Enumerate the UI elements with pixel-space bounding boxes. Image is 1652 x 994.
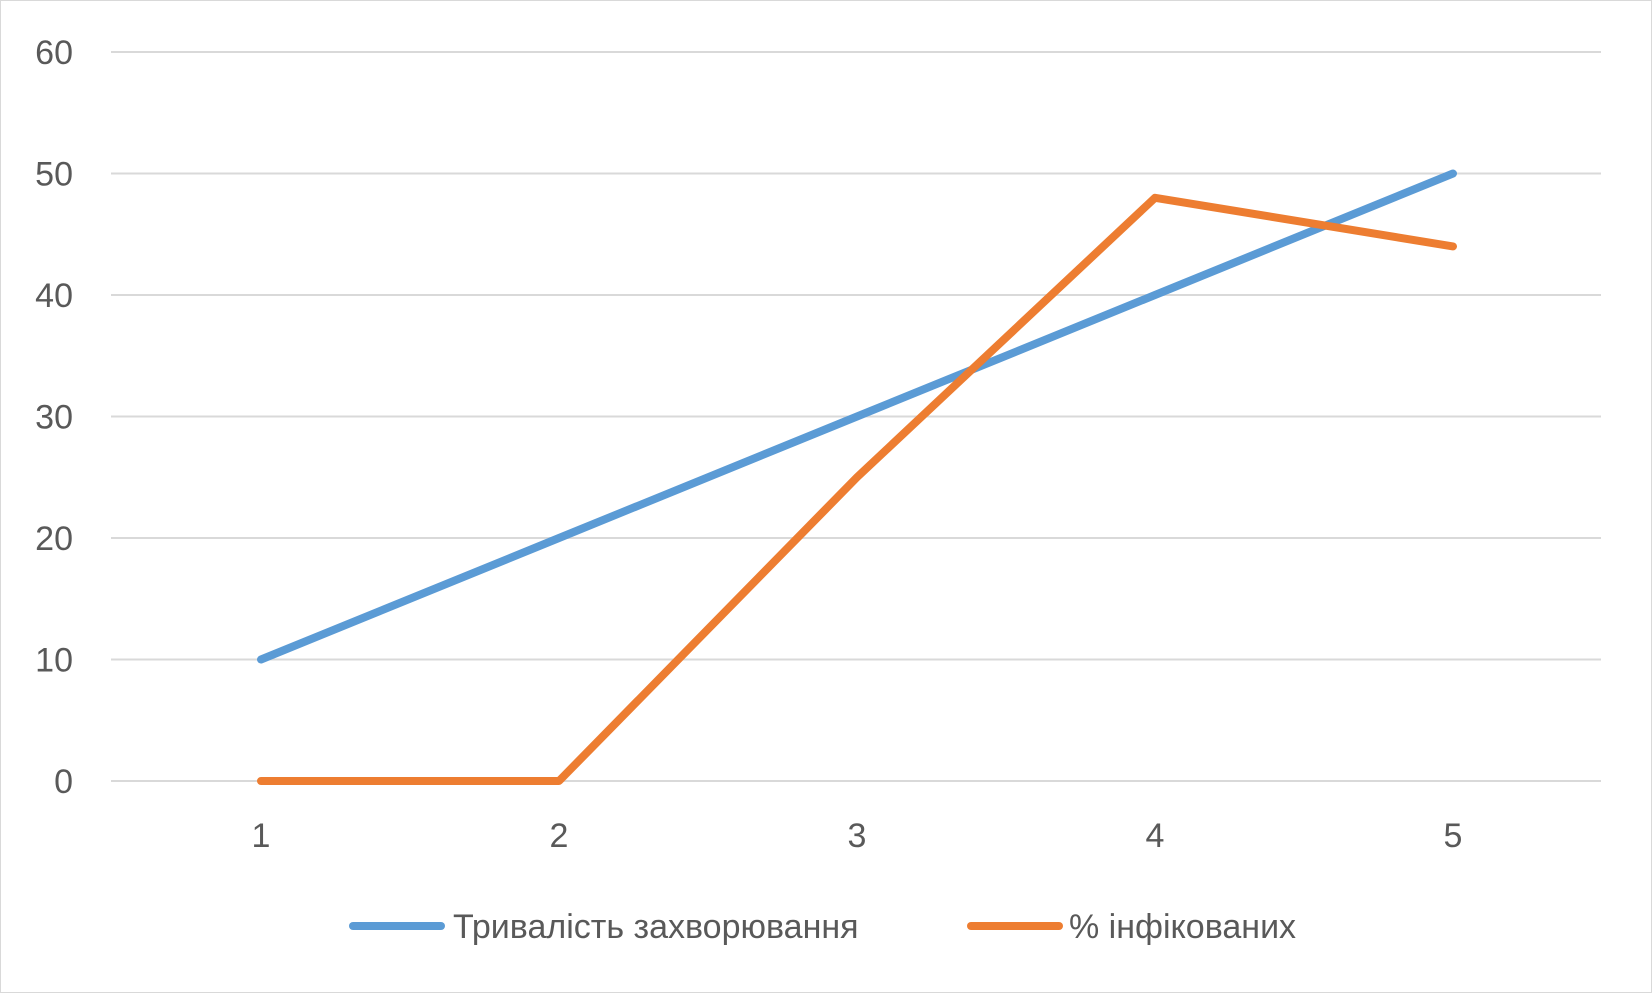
y-tick-label: 60 — [35, 34, 73, 72]
y-tick-label: 40 — [35, 277, 73, 315]
x-axis-tick-labels: 1 2 3 4 5 — [252, 817, 1463, 855]
x-tick-label: 1 — [252, 817, 271, 855]
x-tick-label: 3 — [848, 817, 867, 855]
x-tick-label: 2 — [550, 817, 569, 855]
legend-label-1: Тривалість захворювання — [453, 908, 859, 946]
y-tick-label: 10 — [35, 642, 73, 680]
y-tick-label: 20 — [35, 520, 73, 558]
series-line-2 — [257, 193, 1457, 785]
y-tick-label: 30 — [35, 399, 73, 437]
y-tick-label: 50 — [35, 156, 73, 194]
gridlines — [111, 51, 1601, 782]
legend-label-2: % інфікованих — [1069, 908, 1296, 946]
y-tick-label: 0 — [54, 763, 73, 801]
series-line-1 — [257, 169, 1457, 664]
series-lines — [257, 169, 1457, 785]
x-tick-label: 5 — [1444, 817, 1463, 855]
x-tick-label: 4 — [1146, 817, 1165, 855]
y-axis-tick-labels: 0 10 20 30 40 50 60 — [35, 34, 73, 801]
legend: Тривалість захворювання % інфікованих — [349, 908, 1296, 946]
